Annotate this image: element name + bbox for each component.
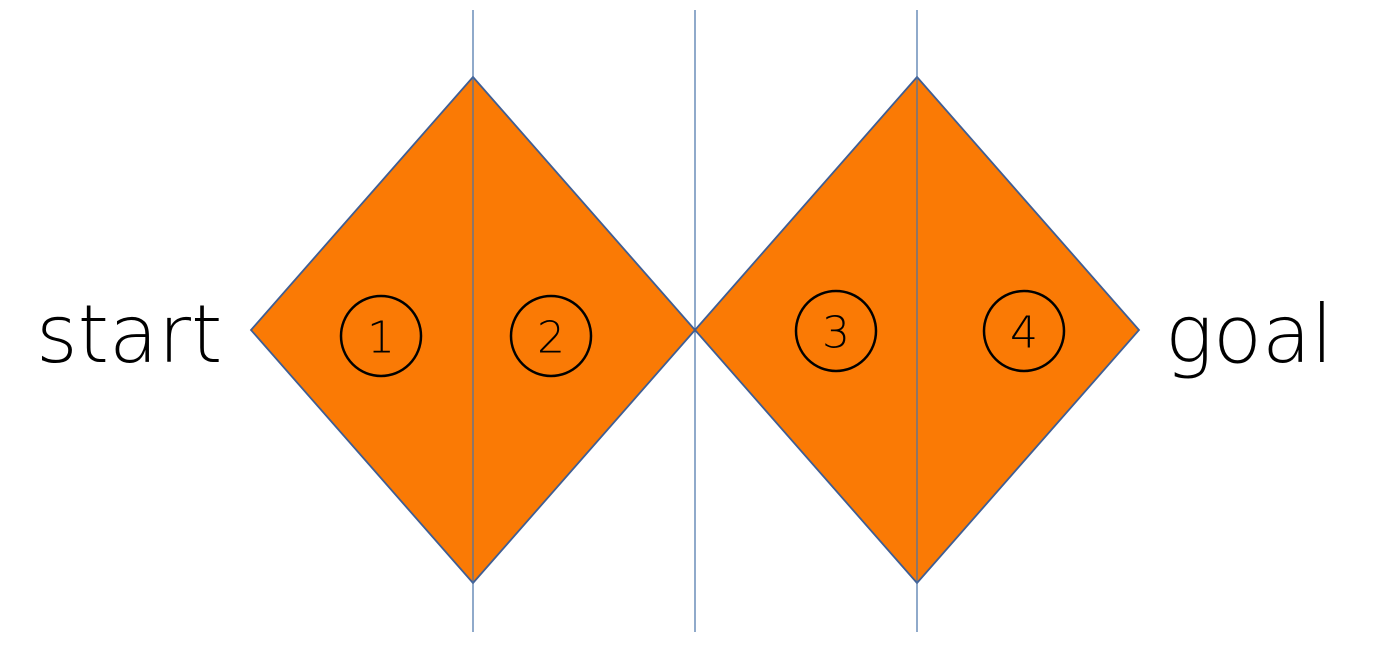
section-number-1: 1 bbox=[367, 313, 395, 364]
section-marker-2: 2 bbox=[509, 294, 593, 378]
start-label: start bbox=[36, 288, 222, 381]
section-marker-1: 1 bbox=[339, 294, 423, 378]
section-number-3: 3 bbox=[822, 308, 850, 359]
section-number-2: 2 bbox=[537, 313, 565, 364]
section-marker-3: 3 bbox=[794, 289, 878, 373]
section-circle-3 bbox=[794, 289, 878, 373]
section-circle-4 bbox=[982, 289, 1066, 373]
section-number-4: 4 bbox=[1010, 308, 1038, 359]
goal-label: goal bbox=[1165, 288, 1333, 381]
section-circle-2 bbox=[509, 294, 593, 378]
section-circle-1 bbox=[339, 294, 423, 378]
section-marker-4: 4 bbox=[982, 289, 1066, 373]
